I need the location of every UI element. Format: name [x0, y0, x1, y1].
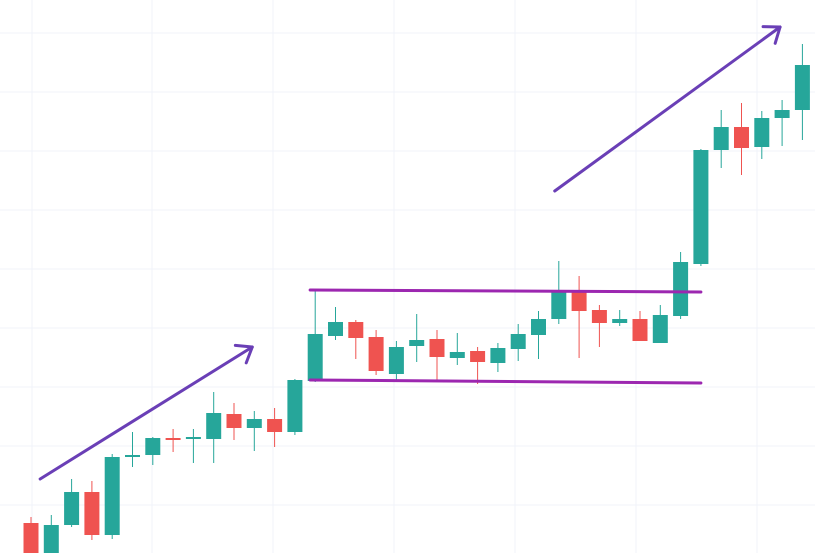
candle [794, 44, 810, 140]
candle-body [84, 492, 100, 535]
candle [713, 110, 729, 168]
candle-body [510, 334, 526, 349]
candle [673, 252, 689, 319]
candle [531, 311, 546, 359]
trend-arrow [38, 343, 254, 481]
candle-body [449, 352, 465, 358]
candle [23, 517, 39, 553]
candle-body [206, 413, 222, 439]
channel-line [308, 378, 703, 385]
candle [267, 408, 283, 447]
arrow-head [233, 343, 254, 365]
arrow-shaft [38, 345, 254, 481]
candle-body [652, 315, 668, 343]
candle-body [23, 523, 39, 553]
candle-body [307, 334, 323, 381]
candle-body [673, 262, 689, 316]
drawing-annotations [38, 25, 782, 481]
channel-line [308, 288, 703, 294]
candle [429, 330, 445, 382]
candle-body [185, 437, 201, 439]
candle-body [287, 380, 303, 432]
candle [754, 111, 770, 159]
candle [348, 320, 364, 359]
candle-body [571, 290, 587, 311]
candle [104, 454, 120, 539]
candle [632, 311, 648, 341]
candle-body [429, 339, 445, 357]
candle-body [632, 319, 648, 341]
candle [185, 429, 201, 463]
candle-body [226, 414, 242, 428]
candle [388, 341, 404, 382]
candle-body [145, 438, 161, 455]
candle-body [551, 291, 567, 319]
candle [368, 330, 384, 375]
candle [612, 310, 628, 326]
candle-body [64, 492, 80, 525]
candle [571, 276, 587, 358]
candle-body [490, 348, 506, 363]
candle [652, 305, 668, 343]
candle [64, 479, 80, 527]
candle [693, 149, 709, 266]
candle-body [470, 351, 486, 362]
candle-body [246, 419, 262, 428]
candle [774, 100, 790, 146]
candle-body [734, 127, 749, 148]
candle [470, 347, 486, 384]
candle-body [754, 118, 770, 147]
candles [23, 44, 810, 553]
candle-body [774, 110, 790, 118]
candle [734, 103, 749, 175]
candle-body [165, 438, 181, 440]
candle-body [43, 525, 59, 553]
candle-body [125, 455, 140, 457]
candle [287, 379, 303, 435]
candle-body [267, 419, 283, 432]
candle [328, 307, 343, 340]
candle-body [693, 150, 709, 264]
arrow-shaft [553, 25, 782, 193]
candle-body [713, 127, 729, 150]
candle [591, 305, 607, 347]
candle [409, 314, 425, 362]
candle [125, 432, 140, 467]
arrow-head [761, 25, 782, 45]
candle [510, 324, 526, 361]
candle-body [348, 322, 364, 338]
candle [84, 481, 100, 540]
candle [145, 437, 161, 465]
candle-body [591, 310, 607, 323]
candle-body [409, 340, 425, 346]
candle [165, 429, 181, 452]
candle [43, 515, 59, 553]
candle-body [794, 65, 810, 110]
candle [226, 403, 242, 440]
candle-body [612, 319, 628, 323]
candle-body [531, 319, 546, 335]
candle [206, 392, 222, 463]
candle [449, 333, 465, 365]
candle-body [104, 457, 120, 535]
candle-body [388, 347, 404, 374]
candle [246, 411, 262, 451]
candle [490, 343, 506, 372]
candle [307, 289, 323, 382]
candle-body [328, 322, 343, 336]
candle-body [368, 337, 384, 371]
trend-arrow [553, 25, 782, 193]
